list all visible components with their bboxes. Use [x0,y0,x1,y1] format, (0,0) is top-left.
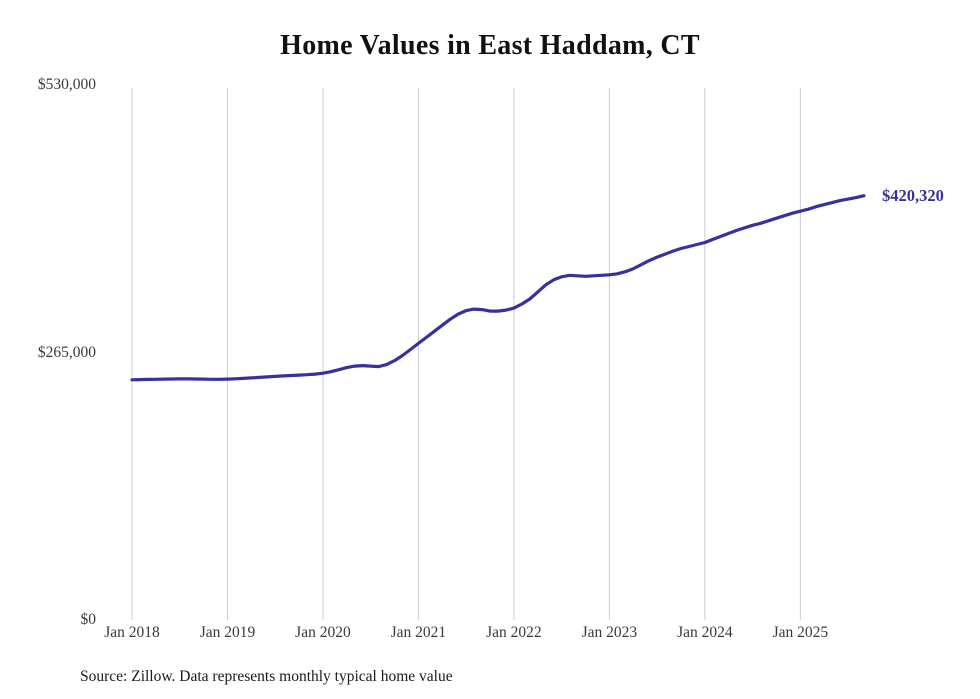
y-axis-tick-530000: $530,000 [37,76,96,93]
home-value-line [130,194,866,382]
x-axis-tick-label: Jan 2018 [104,624,160,641]
x-axis-tick-label: Jan 2024 [677,624,733,641]
x-axis-tick-label: Jan 2019 [199,624,256,641]
y-axis-tick-0: $0 [80,611,97,628]
chart-title: Home Values in East Haddam, CT [280,30,700,61]
x-axis-tick-label: Jan 2020 [295,624,351,641]
x-axis-tick-label: Jan 2025 [772,624,829,641]
x-axis-tick-label: Jan 2022 [486,624,542,641]
x-axis-tick-label: Jan 2023 [581,624,638,641]
source-note: Source: Zillow. Data represents monthly … [80,668,453,685]
x-axis-tick-label: Jan 2021 [390,624,447,641]
latest-value-label: $420,320 [882,185,944,205]
y-axis-tick-265000: $265,000 [37,344,96,361]
